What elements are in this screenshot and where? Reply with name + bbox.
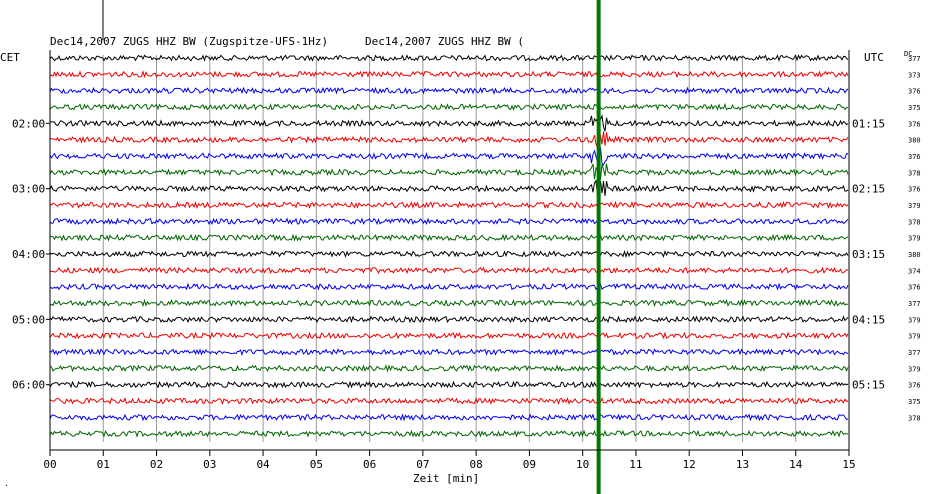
trace-line-21 <box>49 397 849 406</box>
dc-offset-value-11: 379 <box>908 235 921 243</box>
trace-line-1 <box>49 70 849 79</box>
dc-offset-value-21: 375 <box>908 398 921 406</box>
dc-offset-value-7: 378 <box>908 169 921 177</box>
x-tick-label-10: 10 <box>576 458 589 471</box>
trace-line-3 <box>49 102 849 111</box>
dc-offset-value-22: 378 <box>908 414 921 422</box>
trace-line-18 <box>49 348 849 357</box>
dc-offset-value-17: 379 <box>908 333 921 341</box>
x-tick-label-11: 11 <box>629 458 642 471</box>
dc-offset-value-9: 379 <box>908 202 921 210</box>
trace-line-17 <box>49 331 849 340</box>
dc-offset-value-10: 378 <box>908 218 921 226</box>
trace-line-0 <box>49 54 849 62</box>
corner-mark: . <box>4 479 9 488</box>
right-time-label-4: 01:15 <box>852 117 885 130</box>
trace-line-20 <box>49 380 849 389</box>
dc-offset-value-19: 379 <box>908 365 921 373</box>
x-tick-label-00: 00 <box>43 458 56 471</box>
x-tick-label-15: 15 <box>842 458 855 471</box>
left-time-label-20: 06:00 <box>12 379 45 392</box>
trace-line-9 <box>49 200 849 210</box>
x-tick-label-08: 08 <box>470 458 483 471</box>
left-time-label-12: 04:00 <box>12 248 45 261</box>
trace-line-15 <box>49 298 849 308</box>
right-time-label-8: 02:15 <box>852 183 885 196</box>
x-tick-label-04: 04 <box>256 458 270 471</box>
dc-offset-value-4: 376 <box>908 120 921 128</box>
x-tick-label-12: 12 <box>683 458 696 471</box>
left-timezone-label: CET <box>0 51 20 64</box>
x-tick-label-03: 03 <box>203 458 216 471</box>
x-tick-label-14: 14 <box>789 458 803 471</box>
dc-offset-value-13: 374 <box>908 267 921 275</box>
x-tick-label-13: 13 <box>736 458 749 471</box>
trace-line-4 <box>49 114 849 132</box>
x-tick-label-01: 01 <box>97 458 110 471</box>
dc-offset-value-16: 379 <box>908 316 921 324</box>
trace-line-14 <box>49 282 849 291</box>
left-time-label-4: 02:00 <box>12 117 45 130</box>
x-tick-label-09: 09 <box>523 458 536 471</box>
left-time-label-8: 03:00 <box>12 183 45 196</box>
x-tick-label-05: 05 <box>310 458 323 471</box>
dc-offset-value-8: 376 <box>908 186 921 194</box>
x-tick-label-07: 07 <box>416 458 429 471</box>
x-tick-label-06: 06 <box>363 458 376 471</box>
dc-offset-value-1: 373 <box>908 71 921 79</box>
trace-line-2 <box>49 86 849 95</box>
trace-line-11 <box>49 233 849 242</box>
right-time-label-20: 05:15 <box>852 379 885 392</box>
trace-line-19 <box>49 364 849 373</box>
axes-frame: 00 01 02 03 04 05 06 07 08 09 10 11 12 13 14 15 <box>43 0 856 471</box>
right-time-label-16: 04:15 <box>852 313 885 326</box>
right-timezone-label: UTC <box>864 51 884 64</box>
left-time-label-16: 05:00 <box>12 313 45 326</box>
header-title-right: Dec14,2007 ZUGS HHZ BW ( <box>365 35 524 48</box>
trace-line-10 <box>49 217 849 226</box>
dc-offset-value-15: 377 <box>908 300 921 308</box>
x-axis-label: Zeit [min] <box>413 472 479 485</box>
x-tick-label-02: 02 <box>150 458 163 471</box>
dc-offset-value-18: 377 <box>908 349 921 357</box>
trace-line-8 <box>49 179 849 197</box>
trace-line-23 <box>49 429 849 438</box>
dc-offset-value-2: 376 <box>908 88 921 96</box>
dc-offset-value-3: 375 <box>908 104 921 112</box>
trace-line-22 <box>49 413 849 422</box>
dc-offset-value-20: 376 <box>908 382 921 390</box>
trace-line-5 <box>49 131 849 150</box>
dc-offset-value-12: 380 <box>908 251 921 259</box>
trace-line-7 <box>49 163 849 180</box>
dc-offset-value-6: 376 <box>908 153 921 161</box>
dc-offset-value-14: 376 <box>908 284 921 292</box>
right-time-label-12: 03:15 <box>852 248 885 261</box>
labels-layer: Dec14,2007 ZUGS HHZ BW (Zugspitze-UFS-1H… <box>0 35 921 488</box>
trace-line-12 <box>49 249 849 259</box>
grid-lines <box>102 55 797 442</box>
header-title-left: Dec14,2007 ZUGS HHZ BW (Zugspitze-UFS-1H… <box>50 35 328 48</box>
dc-offset-value-0: 377 <box>908 55 921 63</box>
trace-line-13 <box>49 266 849 275</box>
dc-header-label: DC <box>904 50 912 58</box>
trace-line-16 <box>49 315 849 324</box>
dc-offset-value-5: 380 <box>908 137 921 145</box>
trace-lines <box>49 54 849 438</box>
trace-line-6 <box>49 147 849 166</box>
